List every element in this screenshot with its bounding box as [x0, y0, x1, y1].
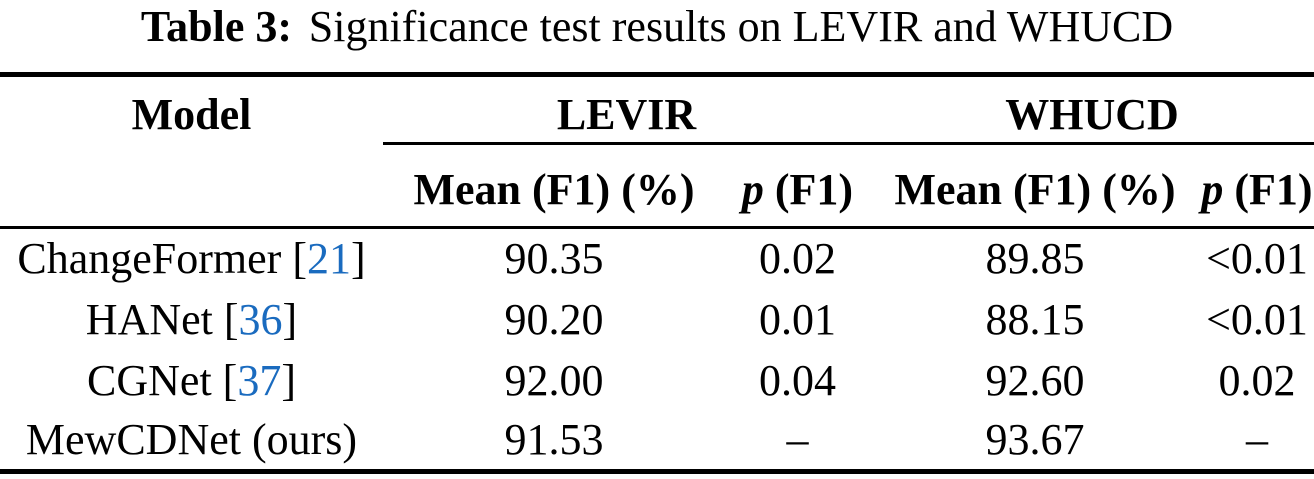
- levir-mean-cell: 90.20: [504, 294, 604, 344]
- cite-bracket-open: [: [211, 355, 238, 405]
- model-cell: HANet [36]: [0, 289, 383, 350]
- significance-results-table: Model LEVIR WHUCD Mean (F1) (%) p (F1) M…: [0, 72, 1314, 474]
- cite-bracket-close: ]: [350, 234, 366, 284]
- model-cell: MewCDNet (ours): [0, 411, 383, 472]
- p-symbol: p: [1201, 165, 1224, 214]
- table-caption-label: Table 3:: [140, 2, 293, 51]
- table-row-mewcdnet: MewCDNet (ours) 91.53 – 93.67 –: [0, 411, 1314, 472]
- cite-bracket-open: [: [281, 234, 307, 284]
- table-row-changeformer: ChangeFormer [21] 90.35 0.02 89.85 <0.01: [0, 228, 1314, 289]
- table-caption-text: Significance test results on LEVIR and W…: [308, 2, 1174, 51]
- levir-mean-cell: 92.00: [504, 355, 604, 405]
- levir-mean-cell: 91.53: [504, 415, 604, 465]
- whucd-p-cell: <0.01: [1206, 234, 1308, 284]
- citation-link[interactable]: 21: [306, 234, 351, 284]
- model-name: ChangeFormer: [17, 234, 282, 284]
- cite-bracket-open: [: [212, 294, 239, 344]
- p-suffix: (F1): [763, 165, 854, 214]
- p-suffix: (F1): [1223, 165, 1313, 214]
- levir-p-cell: 0.02: [759, 234, 836, 284]
- levir-p-cell: 0.04: [759, 355, 836, 405]
- table-row-cgnet: CGNet [37] 92.00 0.04 92.60 0.02: [0, 350, 1314, 411]
- model-cell: CGNet [37]: [0, 350, 383, 411]
- group-header-levir: LEVIR: [383, 74, 870, 145]
- whucd-mean-cell: 89.85: [985, 234, 1085, 284]
- model-name: MewCDNet (ours): [25, 415, 358, 465]
- p-symbol: p: [741, 165, 764, 214]
- levir-p-cell: 0.01: [759, 294, 836, 344]
- levir-p-cell: –: [786, 415, 809, 465]
- whucd-p-cell: 0.02: [1218, 355, 1296, 405]
- model-cell: ChangeFormer [21]: [0, 228, 383, 289]
- whucd-mean-cell: 88.15: [985, 294, 1085, 344]
- col-header-levir-mean: Mean (F1) (%): [383, 143, 725, 229]
- col-header-whucd-p: p (F1): [1200, 143, 1314, 229]
- levir-mean-cell: 90.35: [504, 234, 604, 284]
- cite-bracket-close: ]: [282, 294, 298, 344]
- cite-bracket-close: ]: [281, 355, 296, 405]
- header-sub-row: Mean (F1) (%) p (F1) Mean (F1) (%) p (F1…: [0, 143, 1314, 229]
- whucd-p-cell: –: [1246, 415, 1268, 465]
- header-group-row: Model LEVIR WHUCD: [0, 74, 1314, 229]
- group-header-whucd: WHUCD: [870, 74, 1314, 145]
- table-caption: Table 3: Significance test results on LEV…: [0, 0, 1314, 72]
- whucd-mean-cell: 92.60: [985, 355, 1085, 405]
- citation-link[interactable]: 37: [237, 355, 282, 405]
- citation-link[interactable]: 36: [238, 294, 283, 344]
- whucd-mean-cell: 93.67: [985, 415, 1085, 465]
- table-row-hanet: HANet [36] 90.20 0.01 88.15 <0.01: [0, 289, 1314, 350]
- model-name: HANet: [85, 294, 213, 344]
- whucd-p-cell: <0.01: [1206, 294, 1308, 344]
- col-header-whucd-mean: Mean (F1) (%): [870, 143, 1200, 229]
- col-header-model: Model: [0, 74, 383, 229]
- col-header-levir-p: p (F1): [725, 143, 870, 229]
- model-name: CGNet: [87, 355, 212, 405]
